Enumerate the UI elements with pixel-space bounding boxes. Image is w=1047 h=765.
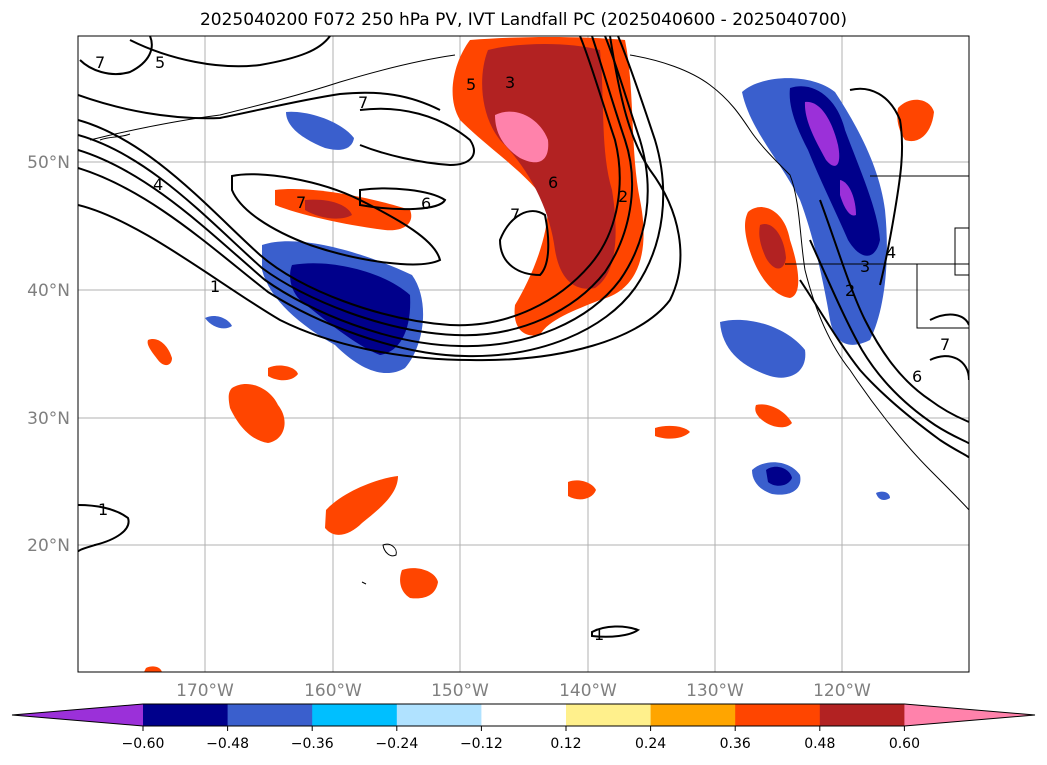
colorbar-extend-min [12, 704, 143, 726]
colorbar-tick-label: 0.48 [804, 736, 835, 752]
contour-label: 2 [618, 187, 628, 206]
contour-label: 4 [886, 243, 896, 262]
colorbar-segment [735, 704, 821, 726]
lon-label-120w: 120°W [813, 681, 871, 701]
colorbar-segment [481, 704, 567, 726]
contour-label: 7 [510, 205, 520, 224]
contour-label: 7 [95, 53, 105, 72]
lon-label-170w: 170°W [176, 681, 234, 701]
lon-label-130w: 130°W [686, 681, 744, 701]
colorbar-tick-label: 0.36 [720, 736, 751, 752]
contour-label: 6 [548, 173, 558, 192]
contour-label: 2 [845, 281, 855, 300]
contour-label: 1 [98, 500, 108, 519]
colorbar-segment [566, 704, 652, 726]
negative-pc-shading [205, 78, 890, 501]
longitude-labels: 170°W 160°W 150°W 140°W 130°W 120°W [176, 681, 871, 701]
contour-label: 3 [505, 73, 515, 92]
colorbar-segment [650, 704, 736, 726]
map-panel[interactable]: 7 5 7 4 1 7 6 5 3 6 7 2 4 3 2 7 6 1 1 [78, 36, 969, 672]
colorbar-segment [227, 704, 313, 726]
coastlines [89, 54, 969, 585]
contour-label: 5 [155, 53, 165, 72]
lat-label-50n: 50°N [27, 153, 70, 173]
lat-label-40n: 40°N [27, 281, 70, 301]
colorbar-segment [396, 704, 482, 726]
lon-label-140w: 140°W [559, 681, 617, 701]
lon-label-160w: 160°W [304, 681, 362, 701]
colorbar-tick-label: −0.48 [206, 736, 249, 752]
contour-label: 3 [860, 257, 870, 276]
colorbar-segment [143, 704, 229, 726]
colorbar-tick-label: −0.24 [375, 736, 418, 752]
lat-label-30n: 30°N [27, 409, 70, 429]
contour-label: 7 [358, 93, 368, 112]
contour-labels: 7 5 7 4 1 7 6 5 3 6 7 2 4 3 2 7 6 1 1 [95, 53, 950, 644]
contour-label: 4 [153, 175, 163, 194]
colorbar-extend-max [904, 704, 1035, 726]
contour-label: 1 [210, 277, 220, 296]
map-frame [77, 35, 970, 673]
latitude-labels: 50°N 40°N 30°N 20°N [27, 153, 70, 556]
contour-label: 7 [296, 193, 306, 212]
contour-label: 6 [912, 367, 922, 386]
lon-label-150w: 150°W [431, 681, 489, 701]
colorbar-tick-label: 0.24 [635, 736, 666, 752]
contour-label: 7 [940, 335, 950, 354]
map-title: 2025040200 F072 250 hPa PV, IVT Landfall… [199, 10, 847, 30]
contour-label: 5 [466, 75, 476, 94]
colorbar-segment [819, 704, 905, 726]
positive-pc-shading [144, 37, 934, 672]
colorbar-tick-label: −0.60 [122, 736, 165, 752]
pv-contours [78, 36, 969, 638]
colorbar-tick-label: 0.12 [550, 736, 581, 752]
lat-label-20n: 20°N [27, 536, 70, 556]
contour-label: 1 [594, 625, 604, 644]
colorbar-segment [312, 704, 398, 726]
colorbar: −0.60 −0.48 −0.36 −0.24 −0.12 0.12 0.24 0.36 0.4… [11, 703, 1036, 752]
colorbar-tick-label: −0.12 [460, 736, 503, 752]
contour-label: 6 [421, 194, 431, 213]
colorbar-tick-label: −0.36 [291, 736, 334, 752]
colorbar-tick-label: 0.60 [889, 736, 920, 752]
